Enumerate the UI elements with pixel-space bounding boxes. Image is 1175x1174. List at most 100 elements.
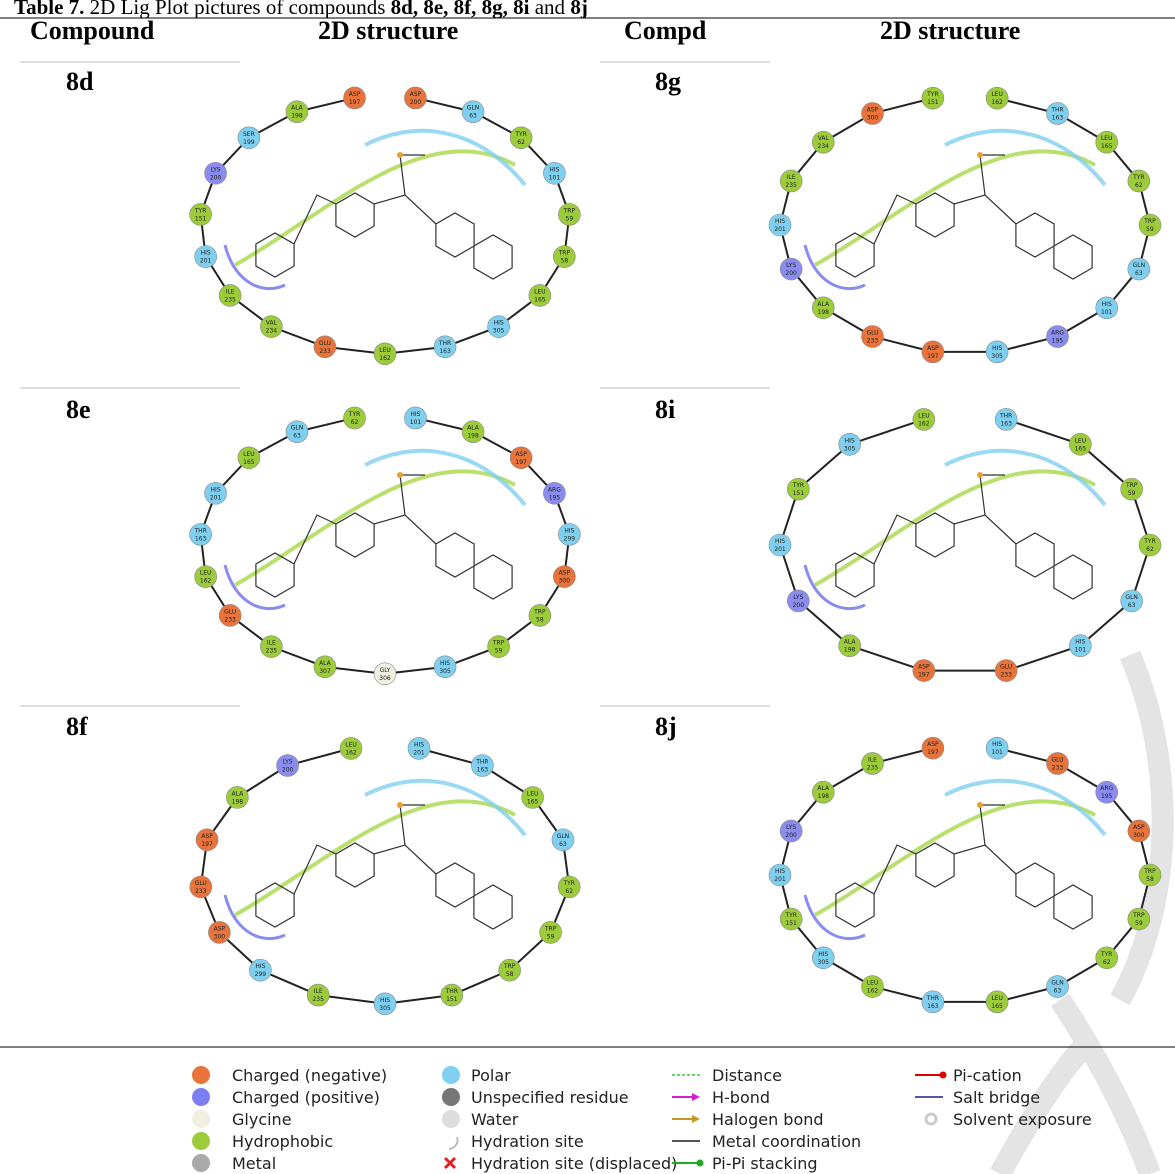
residue-name: GLN — [557, 833, 569, 840]
residue-name: HIS — [1075, 639, 1085, 646]
residue-name: TYR — [514, 131, 527, 138]
ligand-atom — [977, 152, 983, 158]
residue-name: ASP — [927, 741, 939, 748]
residue-number: 201 — [210, 494, 222, 501]
residue-name: GLU — [195, 880, 207, 887]
residue-name: HIS — [818, 951, 828, 958]
residue-name: THR — [1050, 106, 1063, 113]
ligand-ring — [336, 513, 374, 557]
residue-name: LEU — [345, 741, 357, 748]
residue-number: 197 — [201, 841, 213, 848]
residue-name: TRP — [1132, 912, 1145, 919]
residue-name: ALA — [817, 785, 830, 792]
residue-name: ALA — [291, 105, 304, 112]
backbone — [1006, 646, 1080, 671]
residue-number: 197 — [927, 749, 939, 756]
ligand-ring — [1016, 533, 1054, 577]
residue-number: 58 — [561, 258, 569, 265]
residue-number: 63 — [293, 433, 301, 440]
pocket-hydrophobic — [815, 471, 1095, 585]
ligand-ring — [916, 513, 954, 557]
residue-number: 200 — [793, 602, 805, 609]
residue-name: LYS — [283, 758, 293, 765]
residue-name: TYR — [926, 91, 939, 98]
residue-name: LEU — [379, 347, 391, 354]
residue-number: 233 — [867, 338, 879, 345]
residue-name: GLU — [319, 340, 331, 347]
legend-label: Salt bridge — [953, 1088, 1040, 1107]
residue-number: 197 — [918, 672, 930, 679]
residue-name: THR — [438, 340, 451, 347]
residue-number: 235 — [224, 296, 236, 303]
residue-name: SER — [243, 131, 255, 138]
residue-name: ARG — [1051, 330, 1064, 337]
residue-number: 165 — [991, 1003, 1003, 1010]
residue-number: 235 — [867, 764, 879, 771]
residue-name: TRP — [1125, 482, 1138, 489]
residue-number: 305 — [439, 668, 451, 675]
column-header: Compound — [30, 16, 155, 45]
residue-name: ARG — [548, 486, 561, 493]
pocket-polar — [945, 131, 1105, 185]
legend-label: Polar — [471, 1066, 511, 1085]
legend-label: Hydrophobic — [232, 1132, 333, 1151]
residue-number: 235 — [785, 182, 797, 189]
residue-number: 62 — [1135, 182, 1143, 189]
legend-swatch — [192, 1110, 210, 1128]
residue-number: 198 — [818, 793, 830, 800]
residue-name: LEU — [991, 91, 1003, 98]
ligand-ring — [436, 863, 474, 907]
residue-name: GLN — [467, 105, 479, 112]
lig-plot: HIS101GLU233ARG195ASP300TRP58TRP59TYR62G… — [769, 737, 1161, 1013]
residue-name: ILE — [267, 640, 276, 647]
residue-number: 233 — [1052, 764, 1064, 771]
residue-name: TRP — [1143, 868, 1156, 875]
residue-name: GLU — [224, 608, 236, 615]
residue-number: 162 — [345, 749, 357, 756]
legend-swatch — [442, 1066, 460, 1084]
residue-name: LEU — [1101, 135, 1113, 142]
legend-label: Hydration site — [471, 1132, 584, 1151]
residue-number: 201 — [774, 546, 786, 553]
ligand-ring — [336, 193, 374, 237]
residue-number: 163 — [477, 766, 489, 773]
residue-number: 101 — [991, 749, 1003, 756]
residue-name: LEU — [991, 995, 1003, 1002]
pocket-hydrophobic — [815, 801, 1095, 915]
residue-name: TYR — [792, 482, 805, 489]
residue-name: GLN — [1133, 262, 1145, 269]
ligand-ring — [1054, 885, 1092, 929]
residue-number: 151 — [927, 99, 939, 106]
residue-number: 62 — [1146, 546, 1154, 553]
residue-number: 305 — [818, 959, 830, 966]
residue-number: 59 — [1146, 226, 1154, 233]
residue-number: 233 — [1000, 672, 1012, 679]
residue-name: ILE — [868, 756, 877, 763]
residue-number: 201 — [200, 258, 212, 265]
residue-number: 101 — [410, 419, 422, 426]
residue-number: 59 — [495, 648, 503, 655]
title-part: 8j — [570, 0, 588, 19]
residue-number: 197 — [927, 353, 939, 360]
residue-name: ALA — [319, 660, 332, 667]
residue-number: 300 — [1133, 832, 1145, 839]
residue-number: 197 — [515, 459, 527, 466]
residue-number: 165 — [1101, 143, 1113, 150]
residue-name: GLN — [1051, 980, 1063, 987]
legend-swatch — [445, 1158, 455, 1168]
residue-number: 62 — [351, 419, 359, 426]
legend-swatch — [442, 1088, 460, 1106]
residue-number: 235 — [312, 996, 324, 1003]
backbone — [1006, 419, 1080, 444]
residue-name: ALA — [232, 790, 245, 797]
residue-number: 200 — [210, 174, 222, 181]
residue-name: ASP — [867, 106, 879, 113]
ligand-ring — [474, 555, 512, 599]
legend-label: Water — [471, 1110, 519, 1129]
ligand-ring — [916, 843, 954, 887]
residue-name: ASP — [349, 91, 361, 98]
residue-number: 305 — [991, 353, 1003, 360]
legend-swatch — [442, 1110, 460, 1128]
ligand-atom — [977, 472, 983, 478]
residue-name: HIS — [775, 868, 785, 875]
